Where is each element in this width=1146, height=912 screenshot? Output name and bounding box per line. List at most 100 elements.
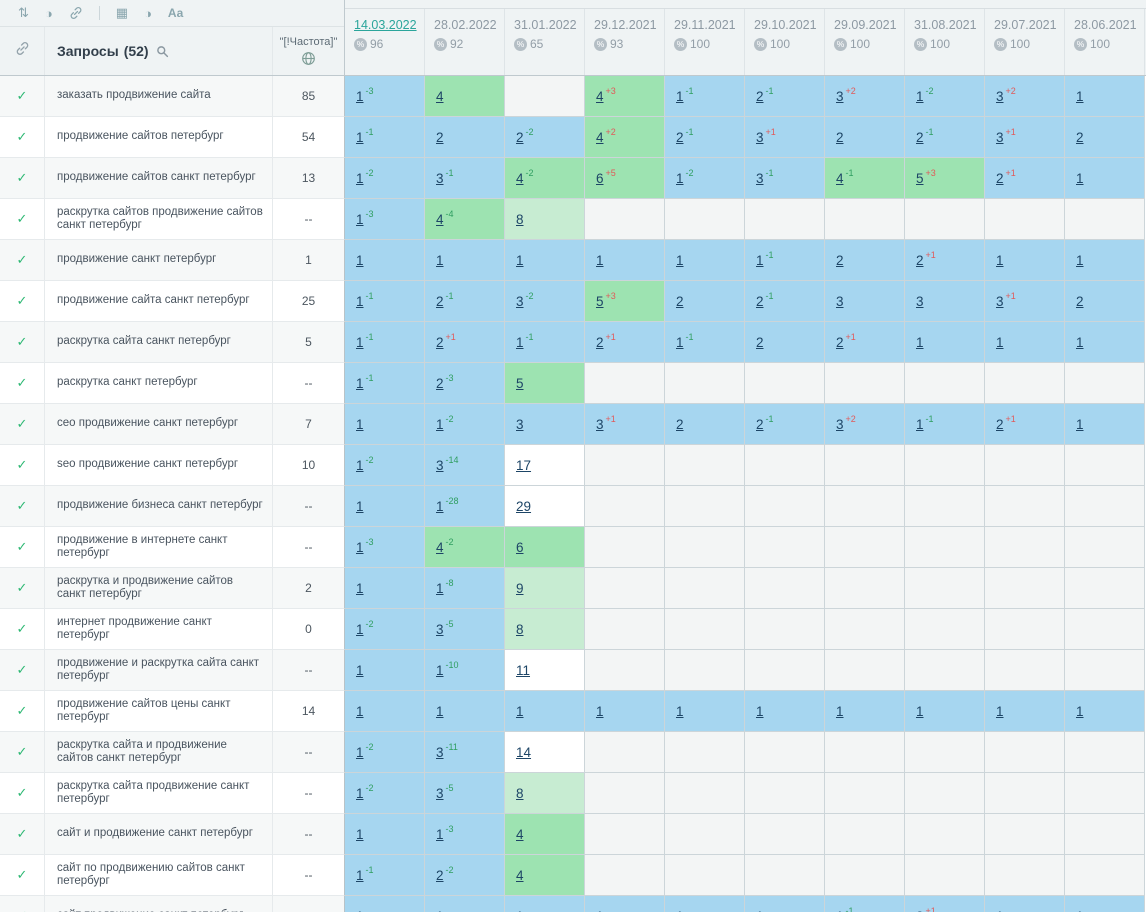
date-label[interactable]: 28.06.2021 [1074,18,1137,32]
position-link[interactable]: 2 [516,129,524,145]
query-cell[interactable]: заказать продвижение сайта [45,76,273,117]
position-link[interactable]: 2 [756,293,764,309]
calculator-icon[interactable]: ▦ [115,5,129,20]
position-link[interactable]: 1 [356,662,364,678]
position-link[interactable]: 2 [676,416,684,432]
position-link[interactable]: 2 [676,293,684,309]
position-link[interactable]: 1 [356,375,364,391]
row-checkmark[interactable]: ✓ [0,322,45,363]
position-link[interactable]: 1 [916,88,924,104]
position-link[interactable]: 1 [356,457,364,473]
date-column-header[interactable]: 29.07.2021% 100 [985,9,1065,75]
date-column-header[interactable]: 31.08.2021% 100 [905,9,985,75]
query-cell[interactable]: продвижение сайтов цены санкт петербург [45,691,273,732]
position-link[interactable]: 2 [756,88,764,104]
position-link[interactable]: 1 [1076,88,1084,104]
position-link[interactable]: 2 [436,334,444,350]
position-link[interactable]: 3 [516,416,524,432]
position-link[interactable]: 1 [516,252,524,268]
position-link[interactable]: 2 [836,129,844,145]
position-link[interactable]: 2 [436,867,444,883]
position-link[interactable]: 3 [436,457,444,473]
date-column-header[interactable]: 28.02.2022% 92 [425,9,505,75]
position-link[interactable]: 2 [916,129,924,145]
position-link[interactable]: 1 [1076,252,1084,268]
position-link[interactable]: 1 [996,909,1004,912]
row-checkmark[interactable]: ✓ [0,117,45,158]
position-link[interactable]: 1 [1076,416,1084,432]
position-link[interactable]: 3 [436,170,444,186]
row-checkmark[interactable]: ✓ [0,732,45,773]
query-cell[interactable]: раскрутка санкт петербург [45,363,273,404]
date-label[interactable]: 29.11.2021 [674,18,736,32]
position-link[interactable]: 17 [516,457,532,473]
position-link[interactable]: 1 [756,909,764,912]
position-link[interactable]: 1 [996,703,1004,719]
query-cell[interactable]: раскрутка сайтов продвижение сайтов санк… [45,199,273,240]
query-cell[interactable]: сайт по продвижению сайтов санкт петербу… [45,855,273,896]
row-checkmark[interactable]: ✓ [0,199,45,240]
row-checkmark[interactable]: ✓ [0,568,45,609]
position-link[interactable]: 3 [436,744,444,760]
position-link[interactable]: 1 [356,498,364,514]
query-cell[interactable]: раскрутка сайта и продвижение сайтов сан… [45,732,273,773]
query-cell[interactable]: продвижение сайтов санкт петербург [45,158,273,199]
position-link[interactable]: 1 [356,170,364,186]
position-link[interactable]: 4 [596,88,604,104]
position-link[interactable]: 3 [436,785,444,801]
position-link[interactable]: 3 [916,293,924,309]
position-link[interactable]: 4 [516,826,524,842]
query-cell[interactable]: продвижение бизнеса санкт петербург [45,486,273,527]
row-checkmark[interactable]: ✓ [0,445,45,486]
query-cell[interactable]: интернет продвижение санкт петербург [45,609,273,650]
position-link[interactable]: 1 [596,252,604,268]
position-link[interactable]: 1 [996,252,1004,268]
position-link[interactable]: 2 [836,252,844,268]
position-link[interactable]: 1 [1076,334,1084,350]
date-column-header[interactable]: 29.11.2021% 100 [665,9,745,75]
queries-column-header[interactable]: Запросы (52) [45,27,273,75]
position-link[interactable]: 1 [676,170,684,186]
position-link[interactable]: 6 [516,539,524,555]
position-link[interactable]: 4 [596,129,604,145]
contrast-icon[interactable]: ◑ [44,5,53,21]
position-link[interactable]: 1 [756,252,764,268]
query-cell[interactable]: сайт продвижение санкт петербург [45,896,273,912]
position-link[interactable]: 5 [916,170,924,186]
position-link[interactable]: 2 [676,129,684,145]
position-link[interactable]: 1 [1076,909,1084,912]
row-checkmark[interactable]: ✓ [0,650,45,691]
row-checkmark[interactable]: ✓ [0,240,45,281]
position-link[interactable]: 1 [916,334,924,350]
link-icon[interactable] [69,6,83,20]
search-icon[interactable] [156,45,169,58]
position-link[interactable]: 4 [436,539,444,555]
position-link[interactable]: 4 [516,867,524,883]
position-link[interactable]: 3 [596,416,604,432]
row-checkmark[interactable]: ✓ [0,896,45,912]
query-cell[interactable]: продвижение сайта санкт петербург [45,281,273,322]
position-link[interactable]: 1 [356,211,364,227]
date-column-header[interactable]: 29.10.2021% 100 [745,9,825,75]
query-cell[interactable]: seo продвижение санкт петербург [45,445,273,486]
date-label[interactable]: 14.03.2022 [354,18,417,32]
position-link[interactable]: 1 [356,252,364,268]
position-link[interactable]: 4 [836,170,844,186]
date-column-header[interactable]: 31.01.2022% 65 [505,9,585,75]
position-link[interactable]: 1 [356,129,364,145]
row-checkmark[interactable]: ✓ [0,158,45,199]
row-checkmark[interactable]: ✓ [0,609,45,650]
query-cell[interactable]: раскрутка и продвижение сайтов санкт пет… [45,568,273,609]
position-link[interactable]: 1 [596,703,604,719]
position-link[interactable]: 3 [996,129,1004,145]
position-link[interactable]: 1 [356,826,364,842]
position-link[interactable]: 4 [436,88,444,104]
position-link[interactable]: 2 [436,129,444,145]
position-link[interactable]: 1 [676,252,684,268]
position-link[interactable]: 1 [436,826,444,842]
date-column-header[interactable]: 14.03.2022% 96 [345,9,425,75]
date-column-header[interactable]: 29.09.2021% 100 [825,9,905,75]
position-link[interactable]: 1 [1076,703,1084,719]
position-link[interactable]: 2 [1076,129,1084,145]
date-label[interactable]: 31.01.2022 [514,18,577,32]
